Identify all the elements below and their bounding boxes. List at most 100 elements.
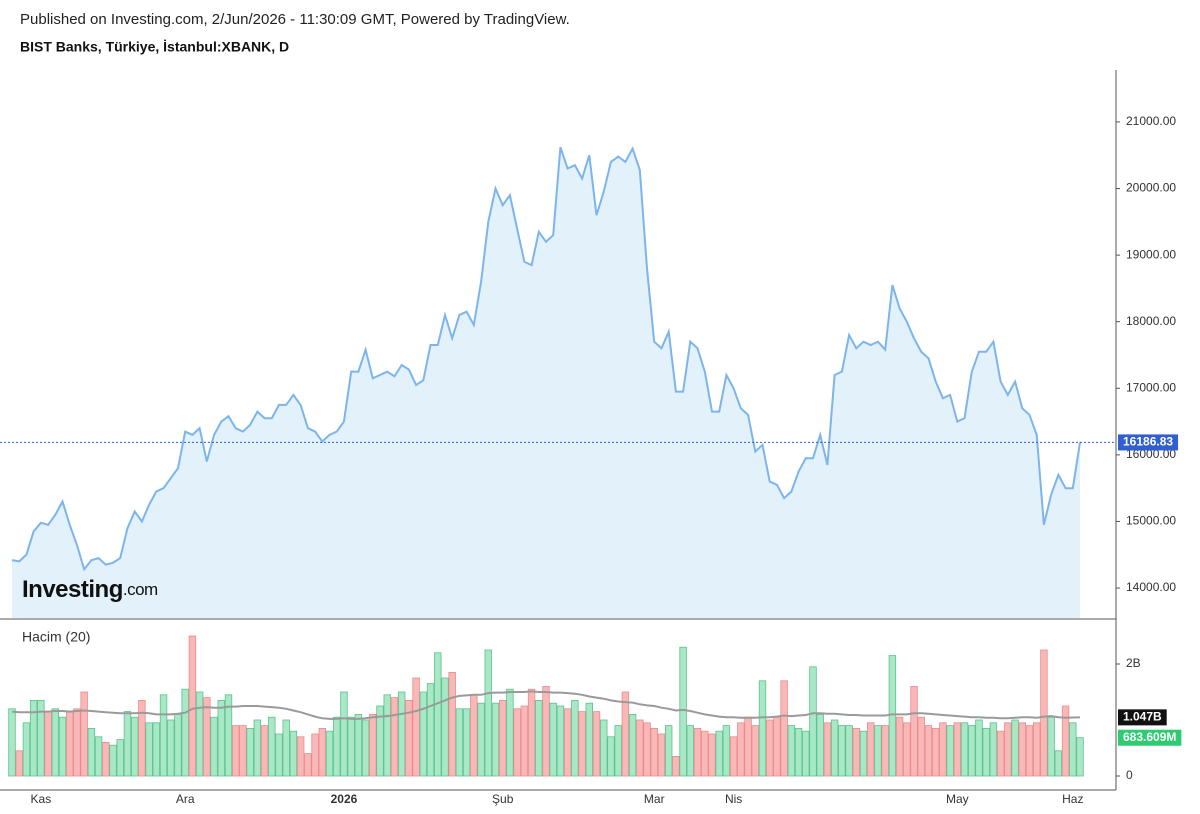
y-tick-label: 19000.00	[1126, 247, 1176, 261]
volume-bar	[549, 702, 557, 777]
volume-bar	[852, 728, 860, 777]
volume-bar	[138, 700, 146, 777]
volume-bar	[737, 722, 745, 777]
volume-bar	[506, 688, 514, 777]
volume-bar	[347, 716, 355, 777]
volume-bar	[571, 700, 579, 777]
y-tick-label: 15000.00	[1126, 514, 1176, 528]
volume-bar	[441, 677, 449, 777]
volume-bar	[722, 725, 731, 777]
volume-bar	[1040, 649, 1048, 777]
volume-average-line	[11, 690, 1081, 720]
volume-bar	[109, 744, 117, 777]
volume-bar	[664, 725, 673, 777]
volume-bar	[672, 756, 680, 777]
volume-bar	[903, 722, 911, 777]
volume-bar	[628, 714, 637, 777]
last-value-box	[1118, 729, 1182, 746]
x-tick-label: Nis	[725, 792, 742, 806]
volume-bar	[693, 728, 702, 777]
volume-bar	[607, 736, 615, 777]
volume-bar	[585, 702, 593, 777]
volume-bar	[924, 725, 933, 777]
volume-bar	[275, 733, 283, 777]
last-value-box	[1118, 709, 1167, 726]
volume-bar	[794, 728, 803, 777]
volume-bar	[66, 711, 74, 777]
volume-bar	[181, 688, 189, 777]
volume-bar	[600, 719, 608, 777]
volume-bar	[643, 722, 651, 777]
y-tick-label: 21000.00	[1126, 114, 1176, 128]
volume-bar	[116, 739, 124, 777]
volume-bar	[989, 722, 998, 777]
volume-bar	[22, 722, 31, 777]
volume-bar	[455, 708, 464, 777]
volume-bar	[773, 716, 781, 777]
volume-bar	[253, 719, 262, 777]
volume-bar	[268, 716, 276, 777]
volume-bar	[888, 655, 897, 777]
y-tick-label: 18000.00	[1126, 314, 1176, 328]
volume-bar	[766, 719, 774, 777]
volume-bar	[1004, 722, 1012, 777]
volume-bar	[15, 750, 23, 777]
volume-bar	[809, 666, 817, 777]
y-tick-label: 17000.00	[1126, 380, 1176, 394]
volume-bar	[513, 708, 521, 777]
volume-bar	[73, 708, 81, 777]
volume-bar	[484, 649, 492, 777]
volume-bar	[282, 719, 290, 777]
volume-bar	[578, 711, 586, 777]
y-tick-label: 20000.00	[1126, 181, 1176, 195]
volume-bar	[145, 722, 153, 777]
volume-bar	[679, 646, 687, 777]
volume-bar	[1033, 722, 1041, 777]
volume-bar	[657, 733, 666, 777]
volume-bar	[383, 694, 391, 777]
volume-bar	[751, 725, 759, 777]
volume-bar	[686, 725, 695, 777]
volume-bar	[758, 680, 767, 777]
volume-bar	[37, 700, 45, 777]
volume-bar	[1018, 722, 1026, 777]
volume-bar	[123, 711, 132, 777]
volume-bar	[361, 719, 370, 777]
volume-bar	[333, 716, 341, 777]
volume-bar	[1061, 705, 1070, 777]
volume-bar	[448, 672, 456, 777]
volume-bar	[499, 700, 507, 777]
volume-bar	[830, 719, 839, 777]
source-note: Published on Investing.com, 2/Jun/2026 -…	[20, 11, 570, 28]
volume-bar	[823, 722, 832, 777]
volume-bar	[195, 691, 204, 777]
volume-bar	[94, 736, 103, 777]
x-tick-label: Kas	[31, 792, 52, 806]
volume-bar	[708, 733, 716, 777]
volume-bar	[939, 722, 947, 777]
volume-bar	[325, 730, 334, 777]
volume-bar	[260, 725, 269, 777]
volume-bar	[542, 686, 550, 777]
volume-bar	[369, 714, 377, 777]
volume-bar	[130, 716, 139, 777]
volume-bar	[715, 730, 723, 777]
volume-bar	[246, 728, 254, 777]
volume-bar	[520, 705, 529, 777]
volume-bar	[982, 728, 990, 777]
volume-bar	[8, 708, 16, 777]
volume-bar	[1011, 719, 1019, 777]
x-tick-label: Mar	[644, 792, 665, 806]
volume-bar	[102, 742, 110, 777]
volume-bar	[996, 730, 1005, 777]
volume-bar	[621, 691, 630, 777]
volume-bar	[80, 691, 88, 777]
volume-bar	[51, 708, 59, 777]
volume-bar	[953, 722, 962, 777]
volume-bar	[390, 697, 399, 777]
last-value-label: 683.609M	[1123, 730, 1176, 744]
volume-bar	[1047, 716, 1055, 777]
volume-bar	[802, 730, 810, 777]
volume-bar	[563, 708, 572, 777]
